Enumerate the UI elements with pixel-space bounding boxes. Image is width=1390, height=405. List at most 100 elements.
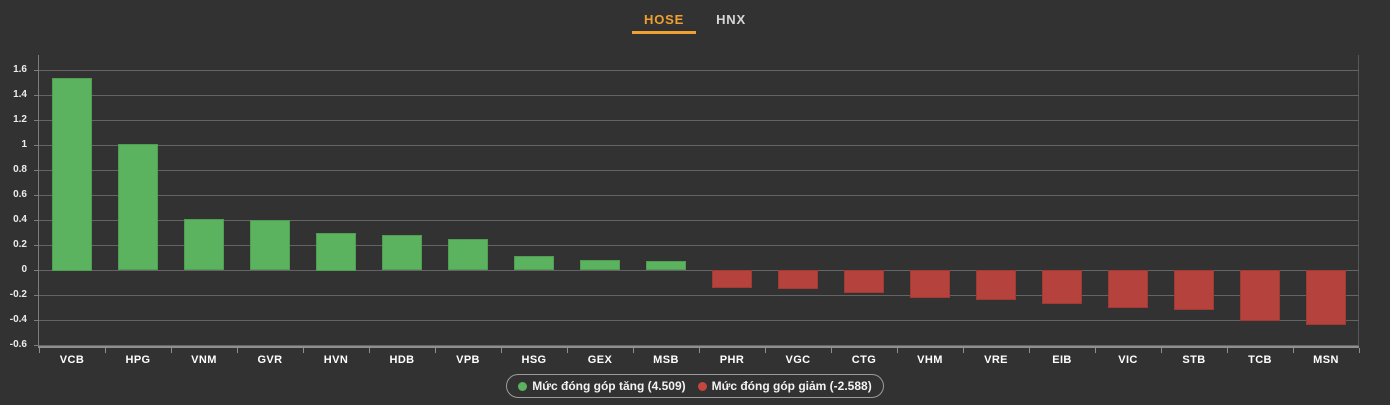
x-axis-label-HDB: HDB [389,354,415,366]
x-axis-label-VIC: VIC [1118,354,1138,366]
y-axis-tick [34,120,39,121]
gridline [39,295,1359,296]
y-axis-tick [34,195,39,196]
gridline [39,170,1359,171]
gridline [39,120,1359,121]
x-axis-label-VHM: VHM [917,354,943,366]
bar-VPB[interactable] [448,239,488,270]
bar-VCB[interactable] [52,78,92,271]
y-axis-tick [34,295,39,296]
bar-HSG[interactable] [514,256,554,270]
y-axis-label: -0.6 [9,339,27,350]
x-axis-tick [567,348,568,353]
y-axis-label: -0.2 [9,289,27,300]
bar-GVR[interactable] [250,220,290,270]
tab-hose[interactable]: HOSE [632,0,697,34]
x-axis-tick [171,348,172,353]
x-axis-label-VPB: VPB [456,354,480,366]
y-axis-label: 1 [21,139,27,150]
x-axis-label-VNM: VNM [191,354,217,366]
y-axis-label: 0.2 [13,239,27,250]
legend-item-negative[interactable]: Mức đóng góp giảm (-2.588) [697,379,872,393]
gridline [39,145,1359,146]
gridline [39,220,1359,221]
y-axis-tick [34,345,39,346]
bar-HPG[interactable] [118,144,158,270]
y-axis-tick [34,145,39,146]
bar-VGC[interactable] [778,270,818,289]
positive-series-dot-icon [518,381,528,391]
bar-HDB[interactable] [382,235,422,270]
x-axis-label-GVR: GVR [257,354,283,366]
legend-label-negative: Mức đóng góp giảm (-2.588) [711,379,872,393]
x-axis-tick [897,348,898,353]
bar-CTG[interactable] [844,270,884,293]
legend-container: Mức đóng góp tăng (4.509) Mức đóng góp g… [0,374,1390,398]
x-axis-label-CTG: CTG [851,354,877,366]
x-axis-tick [765,348,766,353]
x-axis-label-VGC: VGC [785,354,811,366]
y-axis-tick [34,70,39,71]
gridline [39,345,1359,346]
x-axis-tick [633,348,634,353]
x-axis-label-MSN: MSN [1313,354,1339,366]
bar-TCB[interactable] [1240,270,1280,321]
x-axis-label-HVN: HVN [323,354,349,366]
exchange-tabs: HOSE HNX [0,0,1390,34]
y-axis-label: 0 [21,264,27,275]
bar-STB[interactable] [1174,270,1214,310]
bar-GEX[interactable] [580,260,620,270]
bar-VNM[interactable] [184,219,224,270]
legend-item-positive[interactable]: Mức đóng góp tăng (4.509) [518,379,686,393]
bar-EIB[interactable] [1042,270,1082,304]
bar-MSB[interactable] [646,261,686,270]
x-axis-tick [1095,348,1096,353]
y-axis-tick [34,95,39,96]
x-axis-tick [303,348,304,353]
bar-HVN[interactable] [316,233,356,271]
x-axis-tick [1359,348,1360,353]
bar-MSN[interactable] [1306,270,1346,325]
x-axis-label-STB: STB [1182,354,1206,366]
x-axis-label-GEX: GEX [587,354,613,366]
y-axis-label: 1.2 [13,114,27,125]
x-axis-tick [963,348,964,353]
tab-hnx[interactable]: HNX [716,12,746,27]
gridline [39,270,1359,271]
bar-VIC[interactable] [1108,270,1148,308]
y-axis-label: 1.4 [13,89,27,100]
x-axis-label-HPG: HPG [125,354,151,366]
x-axis-label-HSG: HSG [521,354,547,366]
x-axis-tick [39,348,40,353]
x-axis-tick [435,348,436,353]
x-axis-tick [369,348,370,353]
x-axis-tick [1227,348,1228,353]
legend-label-positive: Mức đóng góp tăng (4.509) [532,379,686,393]
x-axis-line [38,346,1359,348]
x-axis-tick [237,348,238,353]
y-axis-tick [34,270,39,271]
gridline [39,95,1359,96]
x-axis-label-TCB: TCB [1248,354,1272,366]
chart-legend: Mức đóng góp tăng (4.509) Mức đóng góp g… [506,374,884,398]
y-axis-line [38,55,39,346]
x-axis-tick [1029,348,1030,353]
x-axis-label-VRE: VRE [984,354,1008,366]
bar-VHM[interactable] [910,270,950,298]
gridline [39,320,1359,321]
gridline [39,245,1359,246]
y-axis-tick [34,245,39,246]
x-axis-label-EIB: EIB [1052,354,1072,366]
bar-VRE[interactable] [976,270,1016,300]
plot-right-border [1358,55,1359,346]
gridline [39,195,1359,196]
y-axis-label: 0.8 [13,164,27,175]
x-axis-tick [699,348,700,353]
y-axis-tick [34,220,39,221]
x-axis-tick [501,348,502,353]
y-axis-label: 1.6 [13,64,27,75]
bar-PHR[interactable] [712,270,752,288]
y-axis-label: -0.4 [9,314,27,325]
